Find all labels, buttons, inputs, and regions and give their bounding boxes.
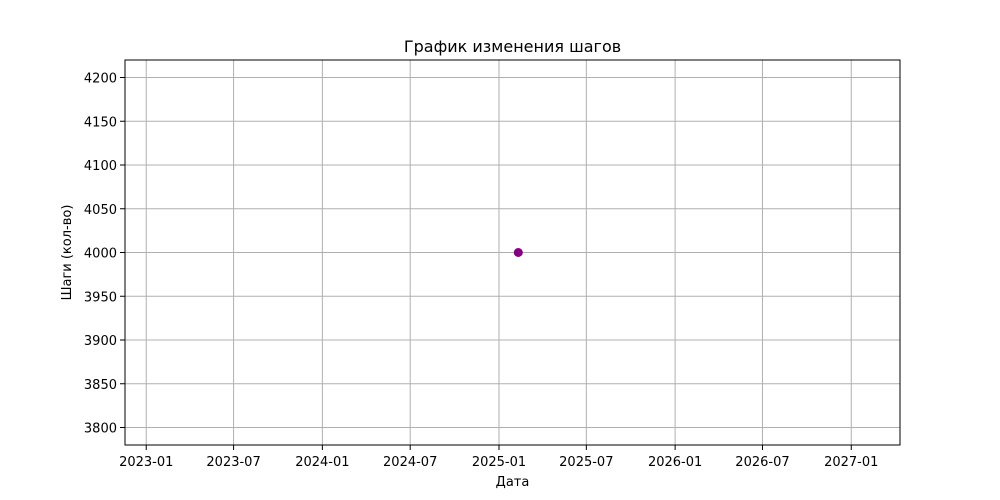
x-tick-label: 2025-01 xyxy=(472,455,526,470)
x-tick-label: 2024-01 xyxy=(295,455,349,470)
x-axis-ticks: 2023-01 2023-07 2024-01 2024-07 2025-01 2025-… xyxy=(119,445,878,470)
y-tick-label: 3850 xyxy=(84,378,117,393)
y-tick-label: 4200 xyxy=(84,72,117,87)
x-tick-label: 2026-07 xyxy=(735,455,789,470)
data-point xyxy=(513,248,523,257)
x-axis-label: Дата xyxy=(496,475,530,490)
data-points xyxy=(513,248,523,257)
y-tick-label: 3900 xyxy=(84,334,117,349)
y-tick-label: 4150 xyxy=(84,115,117,130)
y-tick-label: 4050 xyxy=(84,203,117,218)
y-tick-label: 3950 xyxy=(84,290,117,305)
x-tick-label: 2027-01 xyxy=(824,455,878,470)
x-tick-label: 2024-07 xyxy=(383,455,437,470)
y-tick-label: 4100 xyxy=(84,159,117,174)
y-tick-label: 4000 xyxy=(84,247,117,262)
x-tick-label: 2026-01 xyxy=(648,455,702,470)
y-axis-ticks: 3800 3850 3900 3950 4000 4050 4100 4150 4200 xyxy=(84,72,125,437)
grid xyxy=(125,60,900,445)
x-tick-label: 2025-07 xyxy=(559,455,613,470)
chart-title: График изменения шагов xyxy=(404,37,621,56)
y-tick-label: 3800 xyxy=(84,422,117,437)
y-axis-label: Шаги (кол-во) xyxy=(60,205,75,301)
x-tick-label: 2023-07 xyxy=(206,455,260,470)
x-tick-label: 2023-01 xyxy=(119,455,173,470)
plot-frame xyxy=(124,59,901,446)
